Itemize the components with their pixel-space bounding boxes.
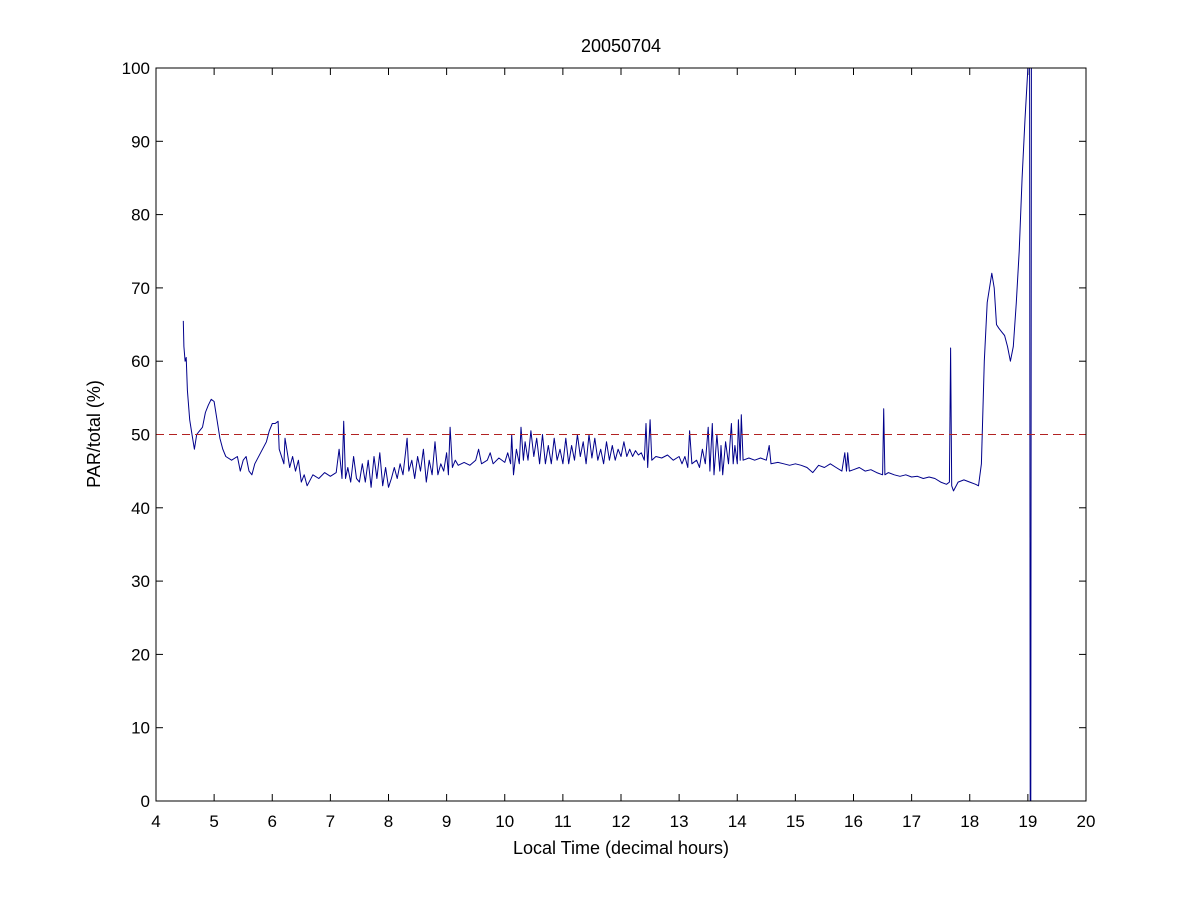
y-axis-label: PAR/total (%) (84, 380, 104, 488)
x-tick-label: 20 (1077, 812, 1096, 831)
x-tick-label: 11 (554, 812, 572, 831)
y-tick-label: 90 (131, 132, 150, 151)
x-tick-label: 6 (268, 812, 277, 831)
tick-labels: 4 5 6 7 8 9 10 11 12 13 14 15 16 17 18 19 20 0 10 20 30 40 50 6… (122, 59, 1096, 831)
x-tick-label: 19 (1018, 812, 1037, 831)
x-tick-label: 10 (495, 812, 514, 831)
y-tick-label: 20 (131, 645, 150, 664)
x-tick-label: 15 (786, 812, 805, 831)
y-tick-label: 100 (122, 59, 150, 78)
x-tick-label: 13 (670, 812, 689, 831)
x-axis-label: Local Time (decimal hours) (513, 838, 729, 858)
y-tick-label: 50 (131, 426, 150, 445)
x-tick-label: 18 (960, 812, 979, 831)
y-tick-label: 70 (131, 279, 150, 298)
x-tick-label: 12 (612, 812, 631, 831)
x-tick-label: 4 (151, 812, 160, 831)
chart-title: 20050704 (581, 36, 661, 56)
y-tick-label: 30 (131, 572, 150, 591)
x-tick-label: 8 (384, 812, 393, 831)
y-tick-label: 40 (131, 499, 150, 518)
plot-area (156, 68, 1086, 801)
y-tick-label: 60 (131, 352, 150, 371)
x-tick-label: 14 (728, 812, 747, 831)
x-tick-label: 9 (442, 812, 451, 831)
x-tick-label: 17 (902, 812, 921, 831)
y-tick-label: 10 (131, 719, 150, 738)
y-tick-label: 80 (131, 206, 150, 225)
series-layer (156, 67, 1086, 802)
series-line (182, 67, 1032, 802)
x-tick-label: 5 (209, 812, 218, 831)
x-tick-label: 7 (326, 812, 335, 831)
x-tick-label: 16 (844, 812, 863, 831)
y-tick-label: 0 (141, 792, 150, 811)
plot-frame (155, 67, 1087, 802)
